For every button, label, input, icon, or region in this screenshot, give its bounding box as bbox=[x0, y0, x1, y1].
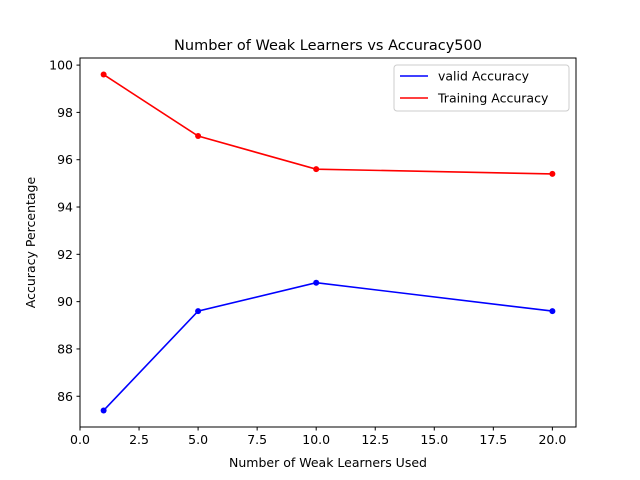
x-tick-label: 7.5 bbox=[247, 432, 267, 447]
legend-label-training-accuracy: Training Accuracy bbox=[437, 91, 549, 106]
data-point-training-accuracy bbox=[100, 71, 107, 78]
y-axis-label: Accuracy Percentage bbox=[23, 177, 38, 309]
y-tick-label: 92 bbox=[57, 247, 73, 262]
y-tick-label: 94 bbox=[57, 200, 73, 215]
y-tick-label: 96 bbox=[57, 152, 73, 167]
x-tick-label: 10.0 bbox=[302, 432, 330, 447]
data-point-valid-accuracy bbox=[549, 308, 556, 315]
data-point-valid-accuracy bbox=[313, 279, 320, 286]
x-tick-label: 20.0 bbox=[538, 432, 566, 447]
y-tick-label: 100 bbox=[49, 58, 73, 73]
y-tick-label: 98 bbox=[57, 105, 73, 120]
series-line-valid-accuracy bbox=[103, 281, 553, 411]
x-tick-label: 12.5 bbox=[361, 432, 389, 447]
chart-title: Number of Weak Learners vs Accuracy500 bbox=[174, 38, 482, 54]
legend-box bbox=[393, 64, 570, 112]
y-tick-label: 90 bbox=[57, 294, 73, 309]
data-point-training-accuracy bbox=[549, 170, 556, 177]
legend: valid Accuracy Training Accuracy bbox=[393, 64, 570, 112]
data-point-training-accuracy bbox=[313, 166, 320, 173]
x-tick-label: 2.5 bbox=[129, 432, 149, 447]
y-tick-label: 88 bbox=[57, 341, 73, 356]
data-point-training-accuracy bbox=[195, 133, 202, 140]
y-tick-label: 86 bbox=[57, 389, 73, 404]
x-tick-label: 0.0 bbox=[70, 432, 90, 447]
x-tick-label: 17.5 bbox=[479, 432, 507, 447]
x-tick-label: 5.0 bbox=[188, 432, 208, 447]
plot-frame bbox=[79, 57, 577, 428]
legend-label-valid-accuracy: valid Accuracy bbox=[438, 69, 530, 84]
x-tick-label: 15.0 bbox=[420, 432, 448, 447]
x-axis-label: Number of Weak Learners Used bbox=[229, 455, 427, 470]
data-point-valid-accuracy bbox=[100, 407, 107, 414]
data-point-valid-accuracy bbox=[195, 308, 202, 315]
series-line-training-accuracy bbox=[103, 73, 553, 175]
